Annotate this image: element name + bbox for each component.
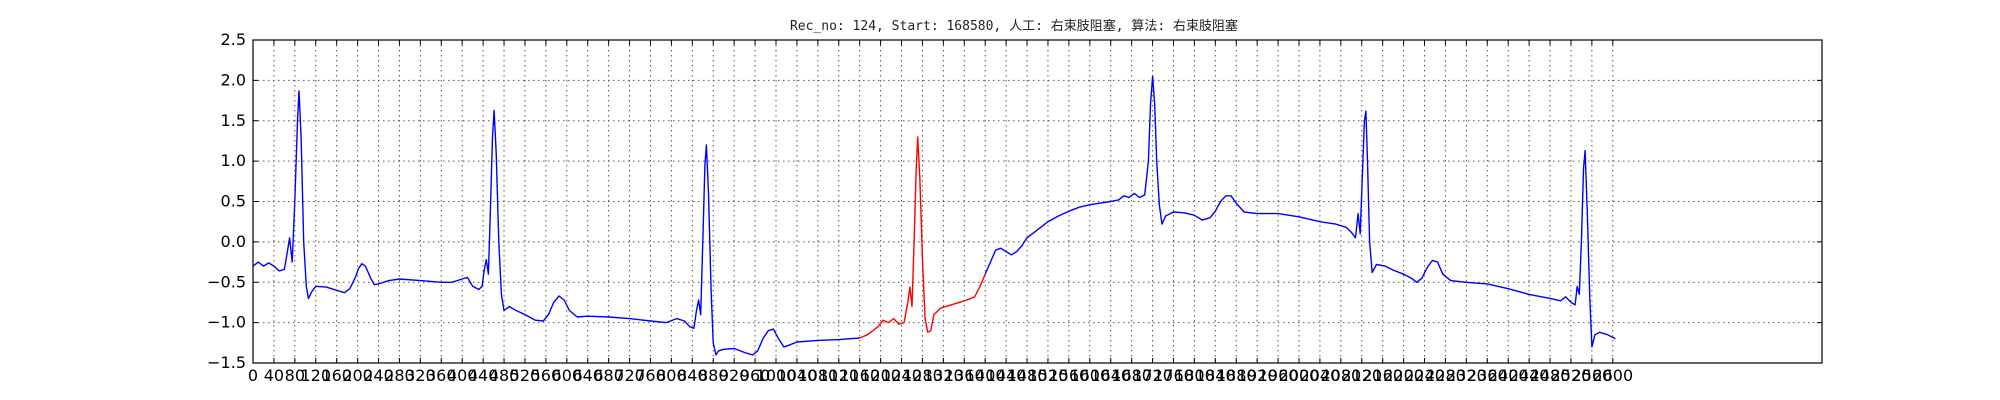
x-tick-label: 1480 (1007, 366, 1048, 385)
y-tick-label: 1.0 (221, 151, 246, 170)
x-tick-label: 2040 (1300, 366, 1341, 385)
x-tick-label: 2400 (1488, 366, 1529, 385)
y-tick-label: 0.0 (221, 232, 246, 251)
x-tick-label: 1760 (1153, 366, 1194, 385)
x-tick-label: 1800 (1174, 366, 1215, 385)
x-tick-label: 2480 (1530, 366, 1571, 385)
x-tick-label: 1880 (1216, 366, 1257, 385)
ecg-series-2 (859, 136, 986, 339)
y-tick-label: −0.5 (207, 272, 246, 291)
x-tick-label: 1040 (777, 366, 818, 385)
x-tick-label: 40 (264, 366, 284, 385)
x-tick-label: 2000 (1279, 366, 1320, 385)
x-tick-label: 840 (677, 366, 708, 385)
x-tick-label: 560 (531, 366, 562, 385)
x-tick-label: 80 (285, 366, 305, 385)
x-tick-label: 120 (300, 366, 331, 385)
x-tick-label: 640 (572, 366, 603, 385)
x-tick-label: 360 (426, 366, 457, 385)
x-tick-label: 2560 (1572, 366, 1613, 385)
x-tick-label: 480 (489, 366, 520, 385)
x-tick-label: 1080 (797, 366, 838, 385)
x-tick-label: 760 (635, 366, 666, 385)
x-tick-label: 2200 (1383, 366, 1424, 385)
y-tick-label: 2.0 (221, 70, 246, 89)
x-tick-label: 1600 (1069, 366, 1110, 385)
x-tick-label: 2240 (1404, 366, 1445, 385)
x-tick-label: 1320 (923, 366, 964, 385)
x-tick-label: 2080 (1320, 366, 1361, 385)
x-tick-label: 2120 (1341, 366, 1382, 385)
x-tick-label: 1560 (1049, 366, 1090, 385)
x-tick-label: 800 (656, 366, 687, 385)
x-tick-label: 440 (468, 366, 499, 385)
x-tick-label: 2600 (1592, 366, 1633, 385)
x-tick-label: 720 (614, 366, 645, 385)
x-tick-label: 240 (363, 366, 394, 385)
grid-lines (253, 40, 1822, 363)
x-tick-label: 320 (405, 366, 436, 385)
x-tick-label: 200 (342, 366, 373, 385)
y-axis-ticks: −1.5 −1.0 −0.5 0.0 0.5 1.0 1.5 2.0 2.5 (207, 30, 1822, 372)
plot-series (252, 75, 1616, 356)
x-tick-label: 1000 (756, 366, 797, 385)
y-tick-label: 2.5 (221, 30, 246, 49)
x-tick-label: 1920 (1237, 366, 1278, 385)
x-tick-label: 1680 (1111, 366, 1152, 385)
x-tick-label: 600 (552, 366, 583, 385)
y-tick-label: 0.5 (221, 192, 246, 211)
x-tick-label: 1720 (1132, 366, 1173, 385)
x-axis-ticks: 0 40 8012016020024028032036040044048052056… (248, 40, 1633, 385)
x-tick-label: 1960 (1258, 366, 1299, 385)
x-tick-label: 1360 (944, 366, 985, 385)
x-tick-label: 1520 (1028, 366, 1069, 385)
x-tick-label: 920 (719, 366, 750, 385)
x-tick-label: 880 (698, 366, 729, 385)
x-tick-label: 2360 (1467, 366, 1508, 385)
x-tick-label: 1240 (881, 366, 922, 385)
x-tick-label: 1840 (1195, 366, 1236, 385)
x-tick-label: 280 (384, 366, 415, 385)
x-tick-label: 680 (593, 366, 624, 385)
x-tick-label: 2280 (1425, 366, 1466, 385)
x-tick-label: 0 (248, 366, 258, 385)
x-tick-label: 1280 (902, 366, 943, 385)
y-tick-label: −1.5 (207, 353, 246, 372)
ecg-series-1 (252, 90, 860, 356)
x-tick-label: 1200 (860, 366, 901, 385)
x-tick-label: 400 (447, 366, 478, 385)
x-tick-label: 960 (740, 366, 771, 385)
x-tick-label: 2160 (1362, 366, 1403, 385)
y-tick-label: −1.0 (207, 313, 246, 332)
x-tick-label: 2440 (1509, 366, 1550, 385)
x-tick-label: 2520 (1551, 366, 1592, 385)
x-tick-label: 1640 (1090, 366, 1131, 385)
chart-title: Rec_no: 124, Start: 168580, 人工: 右束肢阻塞, 算… (790, 18, 1238, 34)
x-tick-label: 160 (321, 366, 352, 385)
ecg-series-3 (984, 75, 1616, 348)
y-tick-label: 1.5 (221, 111, 246, 130)
x-tick-label: 1160 (839, 366, 880, 385)
x-tick-label: 1120 (818, 366, 859, 385)
x-tick-label: 1400 (965, 366, 1006, 385)
x-tick-label: 2320 (1446, 366, 1487, 385)
x-tick-label: 520 (510, 366, 541, 385)
x-tick-label: 1440 (986, 366, 1027, 385)
